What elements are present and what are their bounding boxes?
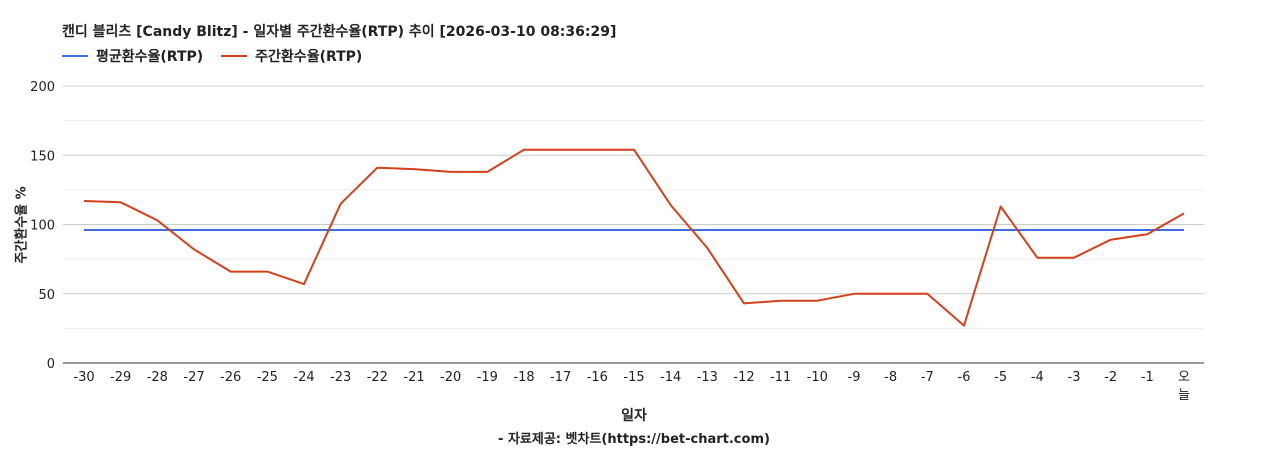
x-tick-label: -13 — [697, 370, 718, 385]
series-line-weekly — [83, 148, 1185, 327]
x-tick-label: -27 — [183, 370, 204, 385]
legend-label-average: 평균환수율(RTP) — [96, 49, 204, 65]
x-tick-label: -15 — [623, 370, 644, 385]
x-tick-label: -26 — [220, 370, 241, 385]
x-tick-label: -21 — [403, 370, 424, 385]
x-tick-label: -16 — [587, 370, 608, 385]
x-tick-label: -10 — [807, 370, 828, 385]
y-axis-title: 주간환수율 % — [14, 186, 30, 264]
x-tick-label: -11 — [770, 370, 791, 385]
y-tick-label: 200 — [30, 80, 55, 95]
source-note: - 자료제공: 벳차트(https://bet-chart.com) — [498, 432, 770, 447]
legend-swatch-weekly — [221, 55, 248, 57]
x-tick-label: -28 — [147, 370, 168, 385]
x-axis-title: 일자 — [621, 408, 647, 424]
x-tick-label: -22 — [367, 370, 388, 385]
legend-swatch-average — [62, 55, 88, 57]
chart-title: 캔디 블리츠 [Candy Blitz] - 일자별 주간환수율(RTP) 추이… — [62, 24, 617, 40]
x-tick-label: -30 — [73, 370, 94, 385]
x-tick-label: -23 — [330, 370, 351, 385]
x-tick-label: -19 — [477, 370, 498, 385]
x-tick-label: -7 — [921, 370, 934, 385]
y-tick-label: 150 — [30, 149, 55, 164]
x-tick-label: -29 — [110, 370, 131, 385]
x-tick-label: -17 — [550, 370, 571, 385]
x-tick-label: -4 — [1031, 370, 1044, 385]
x-tick-label: -8 — [884, 370, 897, 385]
y-tick-label: 100 — [30, 219, 55, 234]
legend: 평균환수율(RTP) 주간환수율(RTP) — [62, 46, 362, 66]
x-tick-label: -6 — [958, 370, 971, 385]
x-tick-label: -9 — [848, 370, 861, 385]
x-tick-label: -2 — [1104, 370, 1117, 385]
x-tick-label: -20 — [440, 370, 461, 385]
x-tick-label: -3 — [1068, 370, 1081, 385]
legend-label-weekly: 주간환수율(RTP) — [255, 49, 363, 65]
x-tick-label: -5 — [994, 370, 1007, 385]
legend-item-weekly[interactable]: 주간환수율(RTP) — [221, 46, 362, 66]
x-tick-label: -14 — [660, 370, 681, 385]
legend-item-average[interactable]: 평균환수율(RTP) — [62, 46, 203, 66]
x-tick-label: -25 — [257, 370, 278, 385]
y-tick-label: 0 — [47, 357, 55, 372]
x-tick-label: -12 — [733, 370, 754, 385]
x-tick-label: -1 — [1141, 370, 1154, 385]
x-tick-label: -24 — [293, 370, 314, 385]
x-tick-label: -18 — [513, 370, 534, 385]
y-tick-label: 50 — [38, 288, 55, 303]
